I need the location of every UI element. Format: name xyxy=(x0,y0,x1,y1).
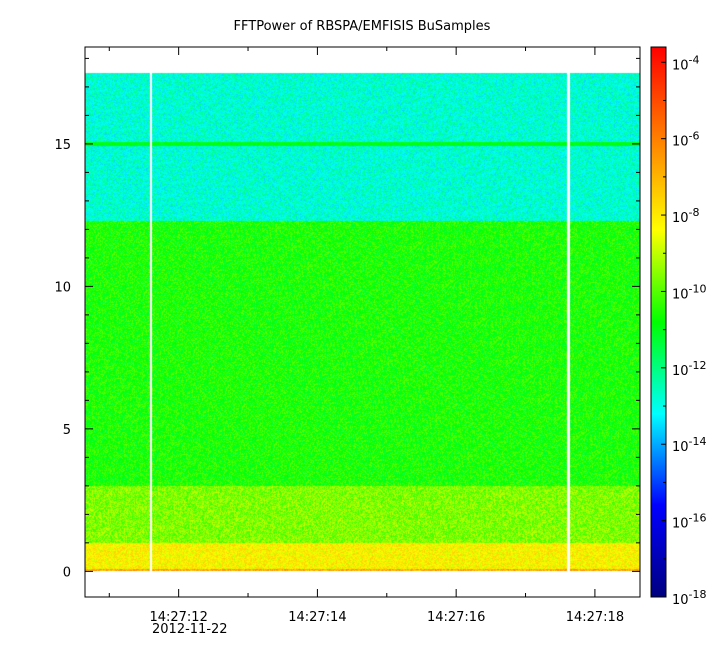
x-date-label: 2012-11-22 xyxy=(152,622,228,637)
x-tick-label: 14:27:18 xyxy=(566,610,624,625)
colorbar-tick-label: 10-6 xyxy=(672,130,700,150)
colorbar-frame xyxy=(650,46,667,598)
x-tick-label: 14:27:14 xyxy=(288,610,346,625)
y-tick-label: 10 xyxy=(54,280,71,295)
chart-title: FFTPower of RBSPA/EMFISIS BuSamples xyxy=(234,19,491,34)
colorbar-tick-label: 10-4 xyxy=(672,53,700,73)
y-tick-label: 0 xyxy=(63,565,71,580)
y-axis: 0 5 10 15 xyxy=(54,57,640,580)
plot-frame xyxy=(84,46,641,598)
spectrogram-image xyxy=(85,47,640,597)
colorbar-tick-label: 10-16 xyxy=(672,512,707,532)
x-tick-label: 14:27:16 xyxy=(427,610,485,625)
colorbar-tick-label: 10-14 xyxy=(672,435,707,455)
colorbar-tick-label: 10-10 xyxy=(672,282,707,302)
y-tick-label: 15 xyxy=(54,138,71,153)
x-axis: 14:27:12 14:27:14 14:27:16 14:27:18 xyxy=(108,47,624,625)
colorbar-gradient xyxy=(651,47,666,597)
colorbar-tick-label: 10-18 xyxy=(672,588,707,608)
y-tick-label: 5 xyxy=(63,423,71,438)
colorbar-tick-label: 10-8 xyxy=(672,206,700,226)
x-tick-label: 14:27:12 xyxy=(149,610,207,625)
colorbar-ticks: 10-4 10-6 10-8 10-10 10-12 10-14 10-16 10-18 xyxy=(661,53,707,608)
colorbar-tick-label: 10-12 xyxy=(672,359,707,379)
colorbar: 10-4 10-6 10-8 10-10 10-12 10-14 10-16 10-18 xyxy=(650,46,707,608)
